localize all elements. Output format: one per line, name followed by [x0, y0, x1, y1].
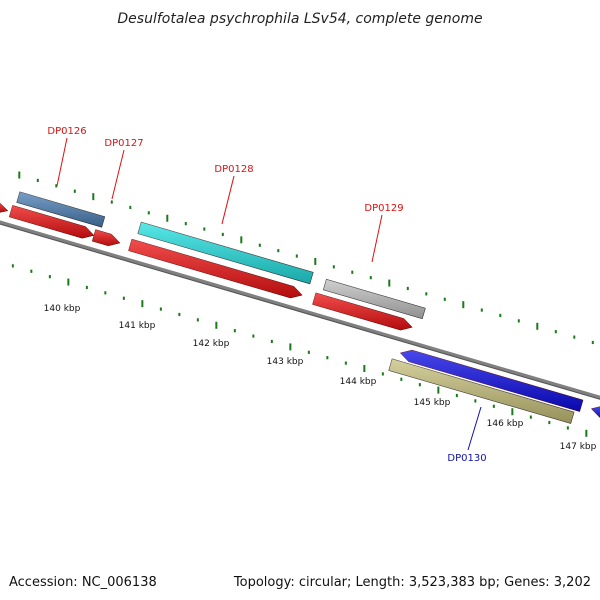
- gene-label-dp0126: DP0126: [47, 126, 86, 137]
- scale-label: 144 kbp: [340, 377, 377, 387]
- genome-summary-text: Topology: circular; Length: 3,523,383 bp…: [233, 575, 591, 590]
- leader-line-dp0129: [371, 214, 383, 263]
- gene-label-dp0127: DP0127: [104, 138, 143, 149]
- scale-label: 147 kbp: [560, 442, 597, 452]
- cds-arrow-dp0128: [128, 238, 303, 299]
- scale-labels: 140 kbp 141 kbp 142 kbp 143 kbp 144 kbp 145 k…: [44, 304, 597, 452]
- scale-label: 146 kbp: [487, 419, 524, 429]
- cds-arrow-dp0127: [91, 229, 121, 247]
- gene-bar-dp0126: [16, 191, 106, 228]
- scale-label: 143 kbp: [267, 357, 304, 367]
- leader-line-dp0128: [221, 175, 235, 225]
- gene-labels: DP0126 DP0127 DP0128 DP0129 DP0130: [47, 126, 486, 464]
- gene-bar-dp0130: [388, 358, 575, 424]
- cds-arrow-right-edge: [590, 406, 600, 418]
- cds-arrow-left-edge: [0, 202, 9, 213]
- cds-arrow-dp0126: [8, 205, 95, 239]
- tick-marks: [11, 171, 594, 437]
- scale-label: 142 kbp: [193, 339, 230, 349]
- cds-arrow-dp0129: [312, 292, 413, 331]
- feature-track: [0, 191, 600, 424]
- backbone-line: [0, 220, 600, 400]
- accession-text: Accession: NC_006138: [9, 575, 157, 590]
- scale-label: 140 kbp: [44, 304, 81, 314]
- scale-label: 141 kbp: [119, 321, 156, 331]
- gene-label-dp0130: DP0130: [447, 453, 486, 464]
- leader-line-dp0127: [111, 149, 125, 200]
- gene-bar-dp0129: [322, 278, 426, 320]
- leader-line-dp0126: [56, 137, 68, 187]
- map-title: Desulfotalea psychrophila LSv54, complet…: [117, 11, 482, 27]
- cds-arrow-dp0130: [399, 349, 584, 412]
- scale-label: 145 kbp: [414, 398, 451, 408]
- gene-label-dp0128: DP0128: [214, 164, 253, 175]
- gene-label-dp0129: DP0129: [364, 203, 403, 214]
- gene-bar-dp0128: [137, 221, 314, 285]
- leader-line-dp0130: [467, 406, 482, 451]
